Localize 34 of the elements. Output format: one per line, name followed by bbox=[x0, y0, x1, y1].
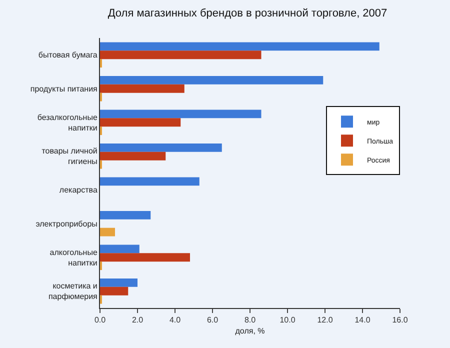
y-tick-label: алкогольные напитки bbox=[50, 248, 98, 268]
bar bbox=[100, 177, 200, 186]
bar bbox=[100, 152, 166, 160]
y-tick-label: косметика и парфюмерия bbox=[48, 282, 98, 302]
bar bbox=[100, 210, 151, 220]
x-axis-title: доля, % bbox=[235, 326, 265, 336]
bar bbox=[100, 143, 222, 152]
bar bbox=[100, 286, 128, 296]
y-tick-label: товары личной гигиены bbox=[42, 146, 98, 166]
bar bbox=[100, 42, 380, 51]
x-tick-label: 14.0 bbox=[354, 316, 371, 325]
bar bbox=[100, 84, 184, 93]
x-tick-label: 4.0 bbox=[169, 316, 182, 325]
bar bbox=[100, 228, 115, 236]
x-tick-label: 10.0 bbox=[280, 316, 296, 325]
bar bbox=[100, 278, 138, 287]
x-tick-label: 16.0 bbox=[392, 316, 408, 325]
x-tick-label: 2.0 bbox=[132, 316, 144, 325]
y-tick-label: лекарства bbox=[59, 186, 98, 195]
bar bbox=[100, 118, 181, 127]
bar bbox=[100, 76, 324, 84]
y-tick-label: электроприборы bbox=[36, 219, 98, 228]
x-tick-label: 8.0 bbox=[244, 316, 256, 325]
y-tick-label: бытовая бумага bbox=[38, 50, 98, 60]
bar bbox=[100, 110, 262, 118]
bar bbox=[100, 50, 262, 60]
chart-title: Доля магазинных брендов в розничной торговле, 2007 bbox=[108, 7, 388, 20]
y-tick-label: безалкогольные напитки bbox=[37, 112, 98, 132]
x-tick-label: 12.0 bbox=[317, 316, 334, 325]
bar bbox=[100, 244, 140, 254]
x-tick-label: 0.0 bbox=[94, 316, 106, 325]
x-tick-label: 6.0 bbox=[206, 316, 219, 325]
y-tick-label: продукты питания bbox=[30, 84, 98, 94]
bar bbox=[100, 253, 190, 262]
